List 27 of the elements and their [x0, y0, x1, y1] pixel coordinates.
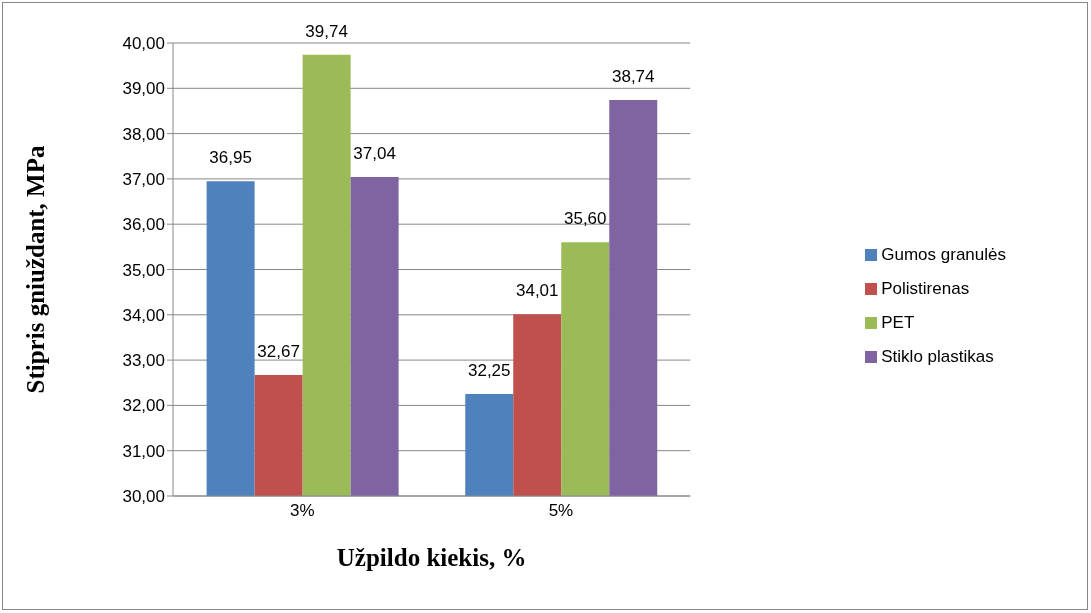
legend-label: Gumos granulės: [881, 244, 1006, 264]
y-axis-title: Stipris gniuždant, MPa: [21, 145, 49, 394]
data-label: 38,74: [611, 67, 655, 87]
data-label: 34,01: [515, 281, 559, 301]
y-tick-label: 40,00: [122, 34, 165, 54]
x-tick-label: 5%: [548, 501, 574, 521]
y-tick-label: 39,00: [122, 79, 165, 99]
legend-label: PET: [881, 312, 915, 332]
x-tick-label: 3%: [290, 501, 315, 521]
y-tick-label: 37,00: [122, 169, 165, 189]
x-axis-title: Užpildo kiekis, %: [336, 544, 527, 571]
y-tick-label: 34,00: [122, 305, 165, 325]
data-label: 32,25: [467, 361, 511, 381]
legend-label: Polistirenas: [881, 278, 970, 298]
y-tick-label: 36,00: [122, 215, 165, 235]
y-tick-label: 38,00: [122, 124, 165, 144]
y-tick-label: 32,00: [122, 396, 165, 416]
data-label: 32,67: [257, 342, 300, 362]
data-label: 37,04: [353, 144, 396, 164]
y-tick-label: 35,00: [122, 260, 165, 280]
data-label: 35,60: [563, 209, 607, 229]
y-tick-label: 33,00: [122, 351, 165, 371]
data-label: 39,74: [305, 21, 348, 41]
y-tick-label: 30,00: [122, 487, 165, 507]
data-label: 36,95: [209, 148, 252, 168]
legend-label: Stiklo plastikas: [881, 346, 994, 366]
y-tick-label: 31,00: [122, 441, 165, 461]
